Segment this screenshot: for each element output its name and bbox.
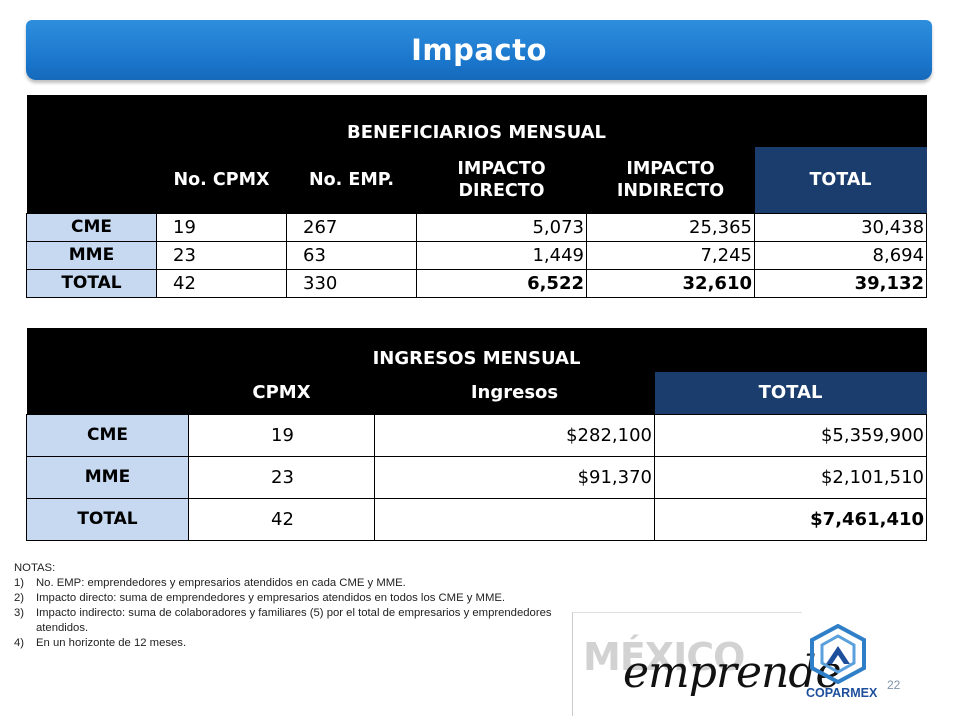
logo-coparmex-text: COPARMEX (806, 686, 878, 700)
title-bar: Impacto (26, 20, 932, 80)
table-row-total: TOTAL 42 $7,461,410 (26, 497, 928, 541)
cell-total: $2,101,510 (653, 455, 928, 499)
table-row-total: TOTAL 42 330 6,522 32,610 39,132 (26, 268, 928, 298)
notes-heading: NOTAS: (14, 562, 56, 574)
cell-emp: 267 (286, 212, 417, 242)
note-item: 3) Impacto indirecto: suma de colaborador… (14, 606, 594, 636)
cell-indirecto: 25,365 (586, 212, 755, 242)
note-item: 4) En un horizonte de 12 meses. (14, 636, 594, 651)
cell-cpmx: 42 (188, 497, 375, 541)
table-row: MME 23 63 1,449 7,245 8,694 (26, 240, 928, 270)
col-header-empty (26, 372, 189, 414)
cell-total: 8,694 (753, 240, 928, 270)
note-item: 2) Impacto directo: suma de emprendedores… (14, 591, 594, 606)
notes: NOTAS: 1) No. EMP: emprendedores y empres… (14, 561, 594, 651)
notes-list: 1) No. EMP: emprendedores y empresarios a… (14, 576, 594, 651)
cell-cpmx: 19 (156, 212, 287, 242)
row-label: TOTAL (26, 268, 157, 298)
row-label: MME (26, 240, 157, 270)
cell-total: 30,438 (753, 212, 928, 242)
note-text: Impacto indirecto: suma de colaboradores… (36, 607, 552, 634)
cell-ingresos (374, 497, 655, 541)
col-header-total: TOTAL (754, 147, 927, 213)
col-header-cpmx: CPMX (188, 372, 375, 414)
cell-indirecto: 7,245 (586, 240, 755, 270)
cell-total: $5,359,900 (653, 413, 928, 457)
cell-emp: 63 (286, 240, 417, 270)
col-header-directo: IMPACTO DIRECTO (416, 147, 587, 213)
note-text: En un horizonte de 12 meses. (36, 637, 187, 649)
mexico-emprende-logo: MÉXICO emprende (572, 612, 842, 716)
col-header-cpmx: No. CPMX (156, 147, 287, 213)
col-header-empty (26, 147, 157, 213)
logo-emprende-text: emprende (623, 647, 842, 698)
cell-directo: 5,073 (416, 212, 587, 242)
cell-total: $7,461,410 (653, 497, 928, 541)
note-number: 1) (14, 577, 25, 589)
col-header-total: TOTAL (654, 372, 927, 414)
cell-cpmx: 42 (156, 268, 287, 298)
cell-total: 39,132 (753, 268, 928, 298)
note-item: 1) No. EMP: emprendedores y empresarios a… (14, 576, 594, 591)
page-number: 22 (887, 678, 901, 692)
cell-cpmx: 19 (188, 413, 375, 457)
cell-indirecto: 32,610 (586, 268, 755, 298)
table-row: CME 19 267 5,073 25,365 30,438 (26, 212, 928, 242)
ingresos-title: INGRESOS MENSUAL (26, 328, 927, 372)
col-header-emp: No. EMP. (286, 147, 417, 213)
beneficiarios-title: BENEFICIARIOS MENSUAL (26, 95, 927, 147)
page-title: Impacto (411, 33, 547, 67)
cell-directo: 6,522 (416, 268, 587, 298)
cell-directo: 1,449 (416, 240, 587, 270)
logo-mexico-text: MÉXICO (583, 635, 745, 679)
note-number: 4) (14, 637, 25, 649)
cell-ingresos: $91,370 (374, 455, 655, 499)
row-label: CME (26, 413, 189, 457)
table-row: CME 19 $282,100 $5,359,900 (26, 413, 928, 457)
note-text: Impacto directo: suma de emprendedores y… (36, 592, 506, 604)
note-number: 3) (14, 607, 25, 619)
beneficiarios-table: BENEFICIARIOS MENSUAL No. CPMX No. EMP. … (26, 95, 928, 298)
col-header-ingresos: Ingresos (374, 372, 655, 414)
cell-cpmx: 23 (156, 240, 287, 270)
row-label: MME (26, 455, 189, 499)
ingresos-table: INGRESOS MENSUAL CPMX Ingresos TOTAL CME… (26, 328, 928, 541)
coparmex-logo-icon (810, 624, 866, 684)
cell-cpmx: 23 (188, 455, 375, 499)
col-header-indirecto: IMPACTO INDIRECTO (586, 147, 755, 213)
cell-ingresos: $282,100 (374, 413, 655, 457)
note-number: 2) (14, 592, 25, 604)
row-label: TOTAL (26, 497, 189, 541)
row-label: CME (26, 212, 157, 242)
cell-emp: 330 (286, 268, 417, 298)
note-text: No. EMP: emprendedores y empresarios ate… (36, 577, 406, 589)
table-row: MME 23 $91,370 $2,101,510 (26, 455, 928, 499)
